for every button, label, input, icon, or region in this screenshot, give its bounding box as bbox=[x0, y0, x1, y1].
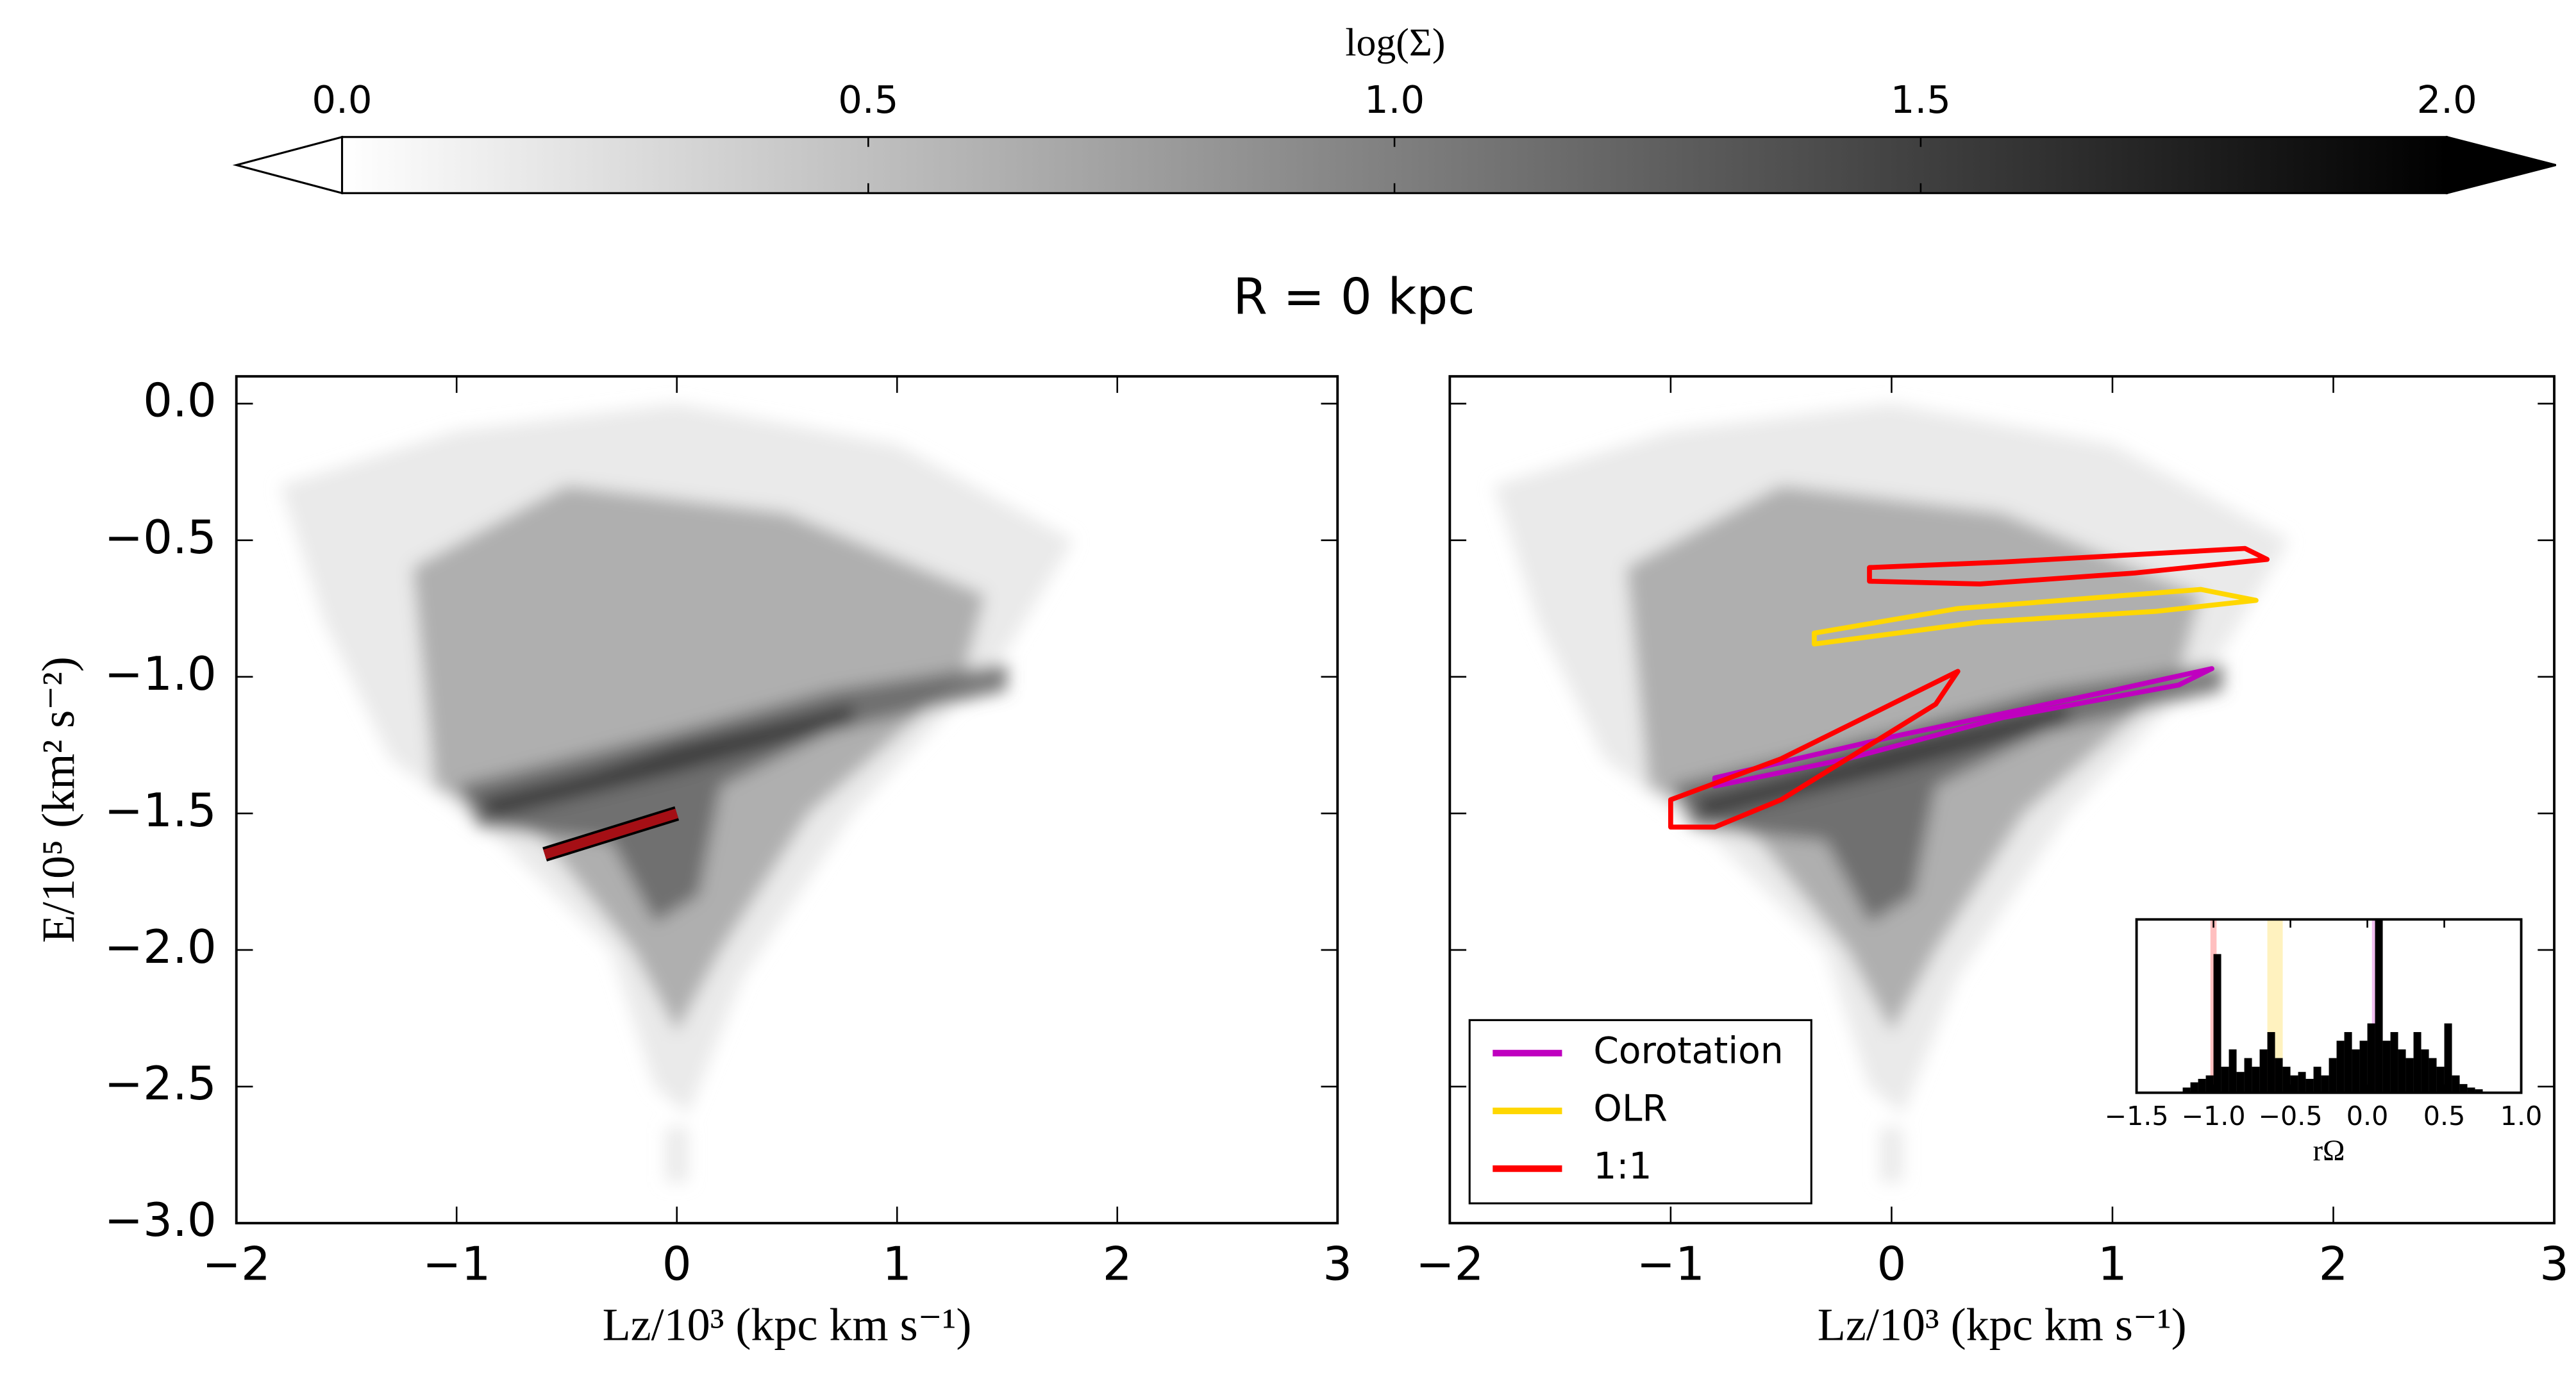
histogram-bar bbox=[2344, 1032, 2352, 1093]
histogram-bar bbox=[2213, 954, 2221, 1093]
histogram-bar bbox=[2329, 1058, 2337, 1093]
y-tick-label: −1.5 bbox=[105, 784, 217, 838]
colorbar-label: log(Σ) bbox=[1345, 21, 1445, 64]
x-tick-label: 1 bbox=[882, 1238, 912, 1292]
x-tick-label: 0 bbox=[662, 1238, 692, 1292]
x-tick-label: 2 bbox=[1103, 1238, 1132, 1292]
x-tick-label: −2 bbox=[1416, 1238, 1484, 1292]
x-axis-label: rΩ bbox=[2313, 1135, 2345, 1167]
histogram-bar bbox=[2275, 1058, 2283, 1093]
y-tick-label: −1.0 bbox=[105, 647, 217, 701]
histogram-bar bbox=[2190, 1082, 2198, 1093]
histogram-bar bbox=[2452, 1075, 2460, 1093]
histogram-bar bbox=[2413, 1032, 2421, 1093]
histogram-bar bbox=[2236, 1072, 2245, 1093]
density-region bbox=[665, 1127, 688, 1183]
histogram-bar bbox=[2252, 1067, 2260, 1093]
colorbar-tick-label: 1.5 bbox=[1891, 78, 1951, 122]
histogram-bar bbox=[2336, 1040, 2345, 1093]
histogram-bar bbox=[2182, 1087, 2191, 1093]
colorbar-tick-label: 0.0 bbox=[312, 78, 372, 122]
histogram-bar bbox=[2467, 1087, 2475, 1093]
histogram-bar bbox=[2321, 1075, 2329, 1093]
x-tick-label: −1 bbox=[422, 1238, 490, 1292]
histogram-bar bbox=[2429, 1058, 2437, 1093]
colorbar-extend-low bbox=[232, 135, 344, 195]
histogram-bar bbox=[2198, 1079, 2206, 1093]
x-tick-label: −1 bbox=[1637, 1238, 1705, 1292]
x-tick-label: 0.0 bbox=[2346, 1101, 2389, 1131]
histogram-bar bbox=[2390, 1032, 2398, 1093]
colorbar-extend-high bbox=[2446, 135, 2557, 195]
x-tick-label: 3 bbox=[2539, 1238, 2569, 1292]
colorbar-tick-label: 2.0 bbox=[2417, 78, 2477, 122]
histogram-bar bbox=[2313, 1067, 2321, 1093]
x-tick-label: −2 bbox=[203, 1238, 271, 1292]
plot-frame bbox=[2135, 918, 2523, 1094]
histogram-bar bbox=[2398, 1049, 2406, 1093]
histogram-bar bbox=[2459, 1084, 2468, 1093]
histogram-bar bbox=[2221, 1067, 2229, 1093]
histogram-bar bbox=[2352, 1049, 2360, 1093]
x-tick-label: 1 bbox=[2098, 1238, 2127, 1292]
histogram-bar bbox=[2382, 1040, 2391, 1093]
x-tick-label: −1.5 bbox=[2105, 1101, 2169, 1131]
x-tick-label: 2 bbox=[2319, 1238, 2348, 1292]
figure-title: R = 0 kpc bbox=[1233, 269, 1475, 326]
histogram-bar bbox=[2267, 1032, 2275, 1093]
y-tick-label: −0.5 bbox=[105, 511, 217, 565]
x-tick-label: 3 bbox=[1323, 1238, 1352, 1292]
histogram-bar bbox=[2290, 1075, 2298, 1093]
x-axis-label: Lz/10³ (kpc km s⁻¹) bbox=[1818, 1299, 2187, 1350]
histogram-bar bbox=[2436, 1067, 2445, 1093]
contour bbox=[1867, 546, 2270, 587]
plot-frame bbox=[1448, 375, 2555, 1225]
density-region bbox=[478, 704, 853, 819]
contour bbox=[1712, 666, 2214, 789]
histogram-bar bbox=[2259, 1049, 2268, 1093]
histogram-bar bbox=[2359, 1040, 2368, 1093]
density-layer bbox=[1494, 403, 2289, 1183]
density-region bbox=[1880, 1127, 1903, 1183]
histogram-bar bbox=[2475, 1089, 2483, 1093]
x-tick-label: 0 bbox=[1877, 1238, 1906, 1292]
x-tick-label: 1.0 bbox=[2500, 1101, 2543, 1131]
density-layer bbox=[280, 403, 1074, 1183]
y-tick-label: 0.0 bbox=[143, 374, 217, 428]
density-map bbox=[280, 403, 1074, 1183]
x-tick-label: −0.5 bbox=[2259, 1101, 2323, 1131]
colorbar-tick-label: 1.0 bbox=[1364, 78, 1425, 122]
annotation-line bbox=[543, 808, 679, 860]
x-axis-label: Lz/10³ (kpc km s⁻¹) bbox=[603, 1299, 972, 1350]
histogram-bar bbox=[2444, 1023, 2452, 1093]
contour bbox=[1668, 669, 1961, 830]
histogram-bar bbox=[2405, 1058, 2414, 1093]
legend-label: 1:1 bbox=[1593, 1146, 1652, 1188]
histogram-bar bbox=[2282, 1067, 2291, 1093]
x-tick-label: −1.0 bbox=[2182, 1101, 2246, 1131]
histogram-bar bbox=[2421, 1049, 2429, 1093]
plot-frame bbox=[235, 375, 1339, 1225]
histogram-bar bbox=[2298, 1072, 2306, 1093]
contour bbox=[1811, 587, 2259, 647]
histogram-bar bbox=[2205, 1075, 2214, 1093]
y-tick-label: −2.5 bbox=[105, 1057, 217, 1111]
y-tick-label: −3.0 bbox=[105, 1194, 217, 1247]
y-tick-label: −2.0 bbox=[105, 921, 217, 974]
histogram-bar bbox=[2229, 1049, 2237, 1093]
histogram-bar bbox=[2367, 1023, 2375, 1093]
y-axis-label: E/10⁵ (km² s⁻²) bbox=[33, 656, 84, 943]
histogram-bar bbox=[2244, 1058, 2252, 1093]
histogram-bar bbox=[2305, 1079, 2314, 1093]
legend-label: Corotation bbox=[1593, 1029, 1783, 1072]
density-region bbox=[1693, 704, 2069, 819]
x-tick-label: 0.5 bbox=[2423, 1101, 2466, 1131]
legend-label: OLR bbox=[1593, 1088, 1667, 1130]
colorbar-tick-label: 0.5 bbox=[838, 78, 898, 122]
histogram-bar bbox=[2375, 919, 2383, 1093]
